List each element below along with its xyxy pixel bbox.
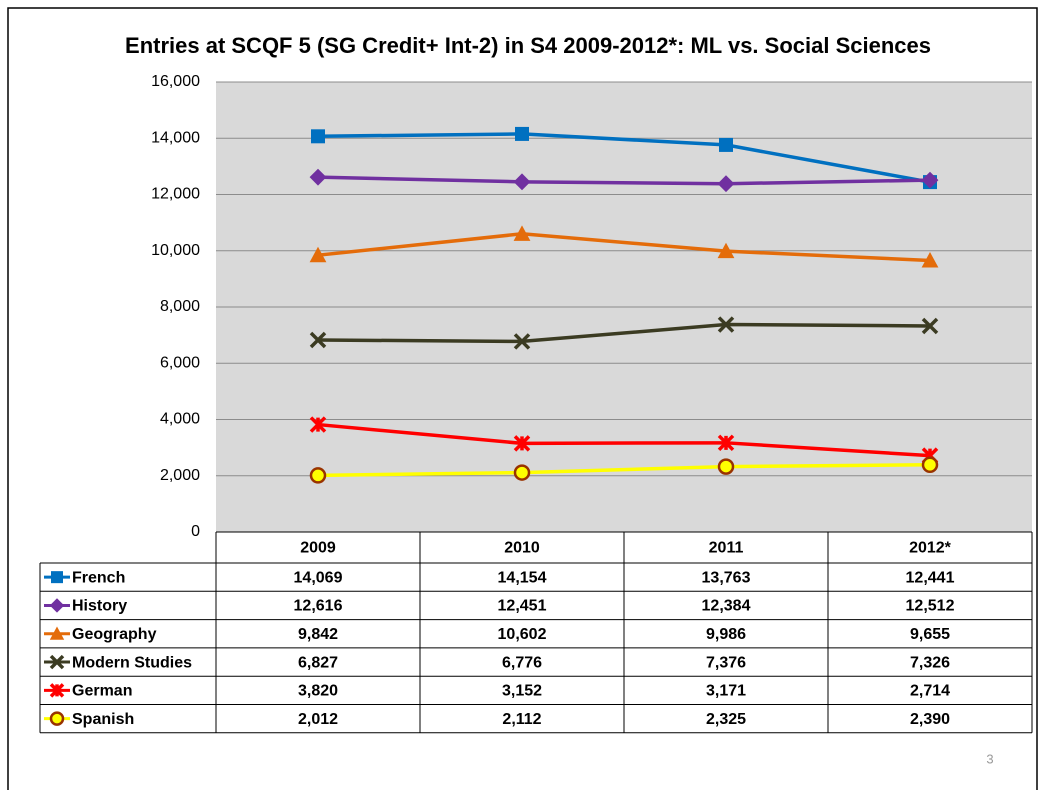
data-label: 9,842 bbox=[298, 626, 338, 643]
marker bbox=[49, 598, 65, 613]
marker bbox=[719, 137, 733, 152]
y-tick-label: 8,000 bbox=[160, 298, 200, 315]
series-line bbox=[317, 422, 931, 458]
marker bbox=[49, 654, 65, 670]
y-tick-label: 16,000 bbox=[151, 73, 200, 90]
legend-label: Geography bbox=[72, 626, 157, 643]
x-tick-label: 2012* bbox=[909, 540, 952, 557]
data-label: 10,602 bbox=[498, 626, 547, 643]
data-label: 2,012 bbox=[298, 711, 338, 728]
marker bbox=[921, 317, 939, 335]
data-label: 12,451 bbox=[498, 598, 547, 615]
series-line bbox=[317, 175, 931, 186]
data-label: 2,325 bbox=[706, 711, 746, 728]
data-label: 7,326 bbox=[910, 654, 950, 671]
legend-label: German bbox=[72, 683, 132, 700]
marker bbox=[513, 464, 531, 481]
series-line bbox=[317, 463, 931, 478]
y-tick-label: 12,000 bbox=[151, 186, 200, 203]
marker bbox=[309, 331, 327, 349]
y-tick-label: 10,000 bbox=[151, 242, 200, 259]
legend-label: French bbox=[72, 569, 125, 586]
marker bbox=[311, 129, 325, 144]
x-tick-label: 2009 bbox=[300, 540, 336, 557]
marker bbox=[513, 173, 531, 191]
marker bbox=[49, 626, 65, 640]
data-label: 3,820 bbox=[298, 683, 338, 700]
data-label: 14,154 bbox=[498, 569, 547, 586]
marker bbox=[49, 683, 65, 698]
data-label: 12,384 bbox=[702, 598, 751, 615]
marker bbox=[309, 416, 327, 433]
marker bbox=[921, 252, 939, 268]
series-line bbox=[317, 232, 931, 263]
marker bbox=[309, 246, 327, 263]
marker bbox=[513, 225, 531, 241]
marker bbox=[309, 467, 327, 484]
data-label: 7,376 bbox=[706, 654, 746, 671]
legend-label: History bbox=[72, 598, 127, 615]
series-line bbox=[317, 322, 931, 344]
marker bbox=[717, 434, 735, 452]
data-label: 3,152 bbox=[502, 683, 542, 700]
y-tick-label: 0 bbox=[191, 523, 200, 540]
x-tick-label: 2011 bbox=[709, 540, 744, 557]
y-tick-label: 14,000 bbox=[151, 129, 200, 146]
marker bbox=[717, 316, 735, 333]
marker bbox=[717, 458, 735, 475]
page-number: 3 bbox=[986, 751, 993, 766]
data-label: 2,390 bbox=[910, 711, 950, 728]
marker bbox=[513, 435, 531, 452]
data-label: 12,441 bbox=[906, 569, 955, 586]
data-label: 6,827 bbox=[298, 654, 338, 671]
data-label: 13,763 bbox=[702, 569, 751, 586]
y-tick-label: 2,000 bbox=[160, 467, 200, 484]
data-label: 2,714 bbox=[910, 683, 950, 700]
marker bbox=[921, 456, 939, 474]
data-label: 12,616 bbox=[294, 598, 343, 615]
marker bbox=[49, 711, 65, 726]
series-line bbox=[317, 132, 931, 184]
data-label: 3,171 bbox=[706, 683, 746, 700]
data-label: 2,112 bbox=[502, 711, 541, 728]
marker bbox=[717, 242, 735, 259]
data-label: 12,512 bbox=[906, 598, 955, 615]
marker bbox=[717, 175, 735, 193]
marker bbox=[513, 333, 531, 350]
slide-border bbox=[7, 7, 1038, 790]
legend-label: Modern Studies bbox=[72, 654, 192, 671]
data-label: 6,776 bbox=[502, 654, 542, 671]
y-tick-label: 6,000 bbox=[160, 354, 200, 371]
data-label: 14,069 bbox=[294, 569, 343, 586]
data-label: 9,655 bbox=[910, 626, 950, 643]
marker bbox=[309, 168, 327, 186]
marker bbox=[921, 171, 939, 189]
y-tick-label: 4,000 bbox=[160, 411, 200, 428]
data-label: 9,986 bbox=[706, 626, 746, 643]
x-tick-label: 2010 bbox=[504, 540, 540, 557]
legend-label: Spanish bbox=[72, 711, 134, 728]
marker bbox=[51, 571, 63, 584]
chart-title: Entries at SCQF 5 (SG Credit+ Int-2) in … bbox=[125, 33, 931, 58]
marker bbox=[515, 126, 529, 141]
